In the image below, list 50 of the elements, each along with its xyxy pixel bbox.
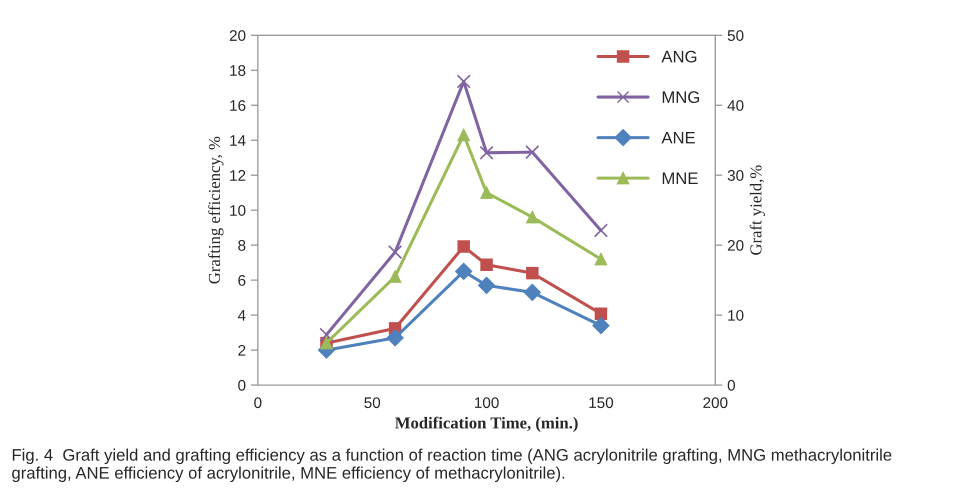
y-tick-label: 16 [230, 100, 246, 111]
x-tick-label: 50 [364, 397, 380, 408]
point [386, 329, 404, 346]
y-tick-label: 6 [238, 274, 246, 286]
y-tick-label: 2 [238, 344, 246, 356]
point [525, 145, 540, 160]
y-tick-label: 14 [230, 135, 246, 146]
point [479, 146, 494, 160]
point [594, 307, 608, 320]
y2-axis-title: Graft yield,% [750, 165, 765, 255]
y2-tick-label: 40 [727, 100, 744, 111]
y-tick-label: 10 [230, 205, 246, 216]
x-tick-label: 200 [703, 397, 728, 408]
point [526, 210, 539, 224]
point [594, 252, 608, 266]
point [524, 284, 541, 301]
y-tick-label: 4 [238, 310, 246, 321]
y-tick-label: 20 [230, 30, 246, 41]
x-tick-label: 100 [474, 397, 499, 408]
legend-label: ANE [661, 132, 695, 144]
point [480, 186, 493, 199]
legend-label: ANG [661, 50, 696, 63]
caption: Fig. 4 Graft yield and grafting efficiency as a function of reaction time (ANG acrylonitrile grafting, MNG methacrylonitrile grafting, ANE efficiency of acrylonitrile, MNE efficiency of methacrylonitrile). [12, 448, 892, 482]
point [388, 245, 402, 260]
y2-tick-label: 50 [728, 30, 744, 41]
point [388, 270, 402, 283]
x-axis-title: Modification Time, (min.) [395, 416, 578, 432]
point [478, 276, 496, 294]
y-tick-label: 12 [230, 170, 246, 181]
y-tick-label: 0 [238, 380, 246, 391]
x-tick-label: 0 [254, 397, 262, 408]
point [592, 317, 610, 334]
y-tick-label: 8 [238, 240, 246, 251]
x-tick-label: 150 [589, 397, 614, 408]
point [319, 328, 334, 342]
y-axis-title: Grafting efficiency, % [208, 136, 224, 284]
point [457, 128, 470, 142]
y-tick-label: 18 [230, 65, 246, 76]
y2-tick-label: 30 [728, 170, 744, 181]
legend-label: MNG [662, 91, 700, 104]
point [594, 223, 608, 238]
point [456, 74, 471, 89]
y2-tick-label: 0 [728, 380, 735, 391]
point [480, 258, 493, 271]
legend-label: MNE [662, 172, 698, 184]
point [526, 266, 539, 280]
y2-tick-label: 20 [728, 240, 744, 251]
point [457, 240, 470, 253]
y2-tick-label: 10 [728, 310, 744, 321]
point [455, 262, 472, 280]
